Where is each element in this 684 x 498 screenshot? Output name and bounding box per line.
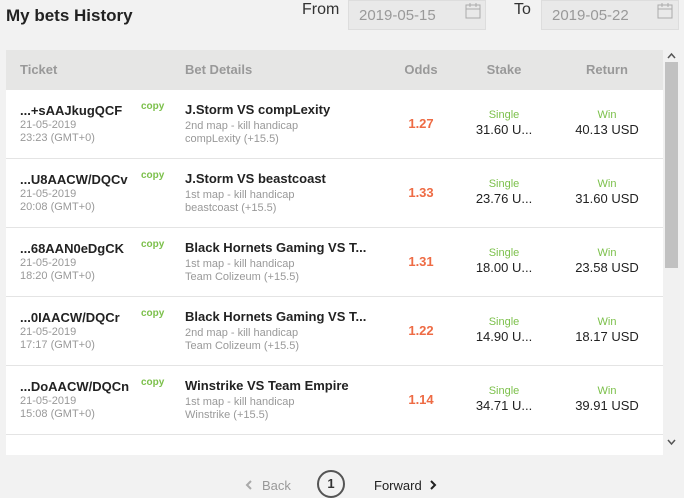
bet-date: 21-05-2019 <box>20 257 77 269</box>
bet-row: ...DoAACW/DQCn copy 21-05-2019 15:08 (GMT+0… <box>6 366 663 435</box>
page-title: My bets History <box>6 6 133 25</box>
stake-type: Single <box>488 178 520 190</box>
return-amount: 40.13 USD <box>575 122 639 137</box>
match-name: J.Storm VS compLexity <box>185 102 331 117</box>
bet-row: ...+sAAJkugQCF copy 21-05-2019 23:23 (GMT+0… <box>6 90 663 159</box>
market: 2nd map - kill handicap <box>185 120 299 132</box>
return-amount: 39.91 USD <box>575 398 639 413</box>
stake-type: Single <box>488 109 520 121</box>
bet-row <box>6 435 663 455</box>
selection: Team Colizeum (+15.5) <box>185 271 300 283</box>
copy-button[interactable]: copy <box>141 239 165 250</box>
calendar-icon <box>465 3 481 19</box>
ticket-id: ...+sAAJkugQCF <box>20 103 123 118</box>
return-amount: 18.17 USD <box>575 329 639 344</box>
stake: 18.00 U... <box>475 260 533 275</box>
return-amount: 31.60 USD <box>575 191 639 206</box>
calendar-icon <box>657 3 673 19</box>
copy-button[interactable]: copy <box>141 101 165 112</box>
selection: compLexity (+15.5) <box>185 133 279 145</box>
from-value: 2019-05-15 <box>359 7 436 24</box>
bet-time: 17:17 (GMT+0) <box>20 339 95 351</box>
stake-type: Single <box>488 385 520 397</box>
table-header: Ticket Bet Details Odds Stake Return <box>6 50 663 90</box>
to-input[interactable]: 2019-05-22 <box>541 0 679 30</box>
scroll-up[interactable] <box>667 52 676 60</box>
copy-button[interactable]: copy <box>141 170 165 181</box>
match-name: Black Hornets Gaming VS T... <box>185 240 367 255</box>
return-amount: 23.58 USD <box>575 260 639 275</box>
odds: 1.33 <box>408 185 434 200</box>
column-header: Bet Details <box>185 62 253 77</box>
market: 1st map - kill handicap <box>185 189 295 201</box>
odds: 1.22 <box>408 323 434 338</box>
to-label: To <box>514 1 531 18</box>
bet-row: ...U8AACW/DQCv copy 21-05-2019 20:08 (GMT+0… <box>6 159 663 228</box>
scroll-thumb[interactable] <box>665 62 678 268</box>
odds: 1.14 <box>408 392 434 407</box>
selection: Team Colizeum (+15.5) <box>185 340 300 352</box>
bet-time: 23:23 (GMT+0) <box>20 132 95 144</box>
column-header: Return <box>586 62 628 77</box>
bet-row: ...0IAACW/DQCr copy 21-05-2019 17:17 (GMT+0… <box>6 297 663 366</box>
forward-arrow <box>430 480 437 490</box>
result: Win <box>597 316 617 328</box>
to-value: 2019-05-22 <box>552 7 629 24</box>
ticket-id: ...0IAACW/DQCr <box>20 310 120 325</box>
selection: Winstrike (+15.5) <box>185 409 269 421</box>
market: 1st map - kill handicap <box>185 258 295 270</box>
stake-type: Single <box>488 316 520 328</box>
result: Win <box>597 247 617 259</box>
bet-time: 20:08 (GMT+0) <box>20 201 95 213</box>
stake: 34.71 U... <box>475 398 533 413</box>
result: Win <box>597 178 617 190</box>
match-name: J.Storm VS beastcoast <box>185 171 326 186</box>
stake: 23.76 U... <box>475 191 533 206</box>
stake: 31.60 U... <box>475 122 533 137</box>
column-header: Odds <box>404 62 438 77</box>
column-header: Ticket <box>20 62 58 77</box>
market: 2nd map - kill handicap <box>185 327 299 339</box>
result: Win <box>597 385 617 397</box>
from-input[interactable]: 2019-05-15 <box>348 0 486 30</box>
bet-date: 21-05-2019 <box>20 188 77 200</box>
bet-row: ...68AAN0eDgCK copy 21-05-2019 18:20 (GMT+0… <box>6 228 663 297</box>
match-name: Winstrike VS Team Empire <box>185 378 349 393</box>
odds: 1.31 <box>408 254 434 269</box>
market: 1st map - kill handicap <box>185 396 295 408</box>
copy-button[interactable]: copy <box>141 308 165 319</box>
bet-time: 18:20 (GMT+0) <box>20 270 95 282</box>
copy-button[interactable]: copy <box>141 377 165 388</box>
bet-time: 15:08 (GMT+0) <box>20 408 95 420</box>
stake: 14.90 U... <box>475 329 533 344</box>
page-number[interactable]: 1 <box>317 470 345 498</box>
ticket-id: ...U8AACW/DQCv <box>20 172 128 187</box>
selection: beastcoast (+15.5) <box>185 202 277 214</box>
from-label: From <box>302 1 340 18</box>
forward-button[interactable]: Forward <box>374 478 422 493</box>
result: Win <box>597 109 617 121</box>
match-name: Black Hornets Gaming VS T... <box>185 309 367 324</box>
bet-date: 21-05-2019 <box>20 395 77 407</box>
back-arrow <box>245 480 252 490</box>
bets-table: Ticket Bet Details Odds Stake Return ...+sAA… <box>6 50 663 455</box>
ticket-id: ...68AAN0eDgCK <box>20 241 125 256</box>
odds: 1.27 <box>408 116 434 131</box>
scroll-down[interactable] <box>667 438 676 446</box>
scrollbar[interactable] <box>663 50 680 450</box>
bet-date: 21-05-2019 <box>20 119 77 131</box>
stake-type: Single <box>488 247 520 259</box>
column-header: Stake <box>486 62 522 77</box>
back-button[interactable]: Back <box>262 478 291 493</box>
bet-date: 21-05-2019 <box>20 326 77 338</box>
ticket-id: ...DoAACW/DQCn <box>20 379 130 394</box>
